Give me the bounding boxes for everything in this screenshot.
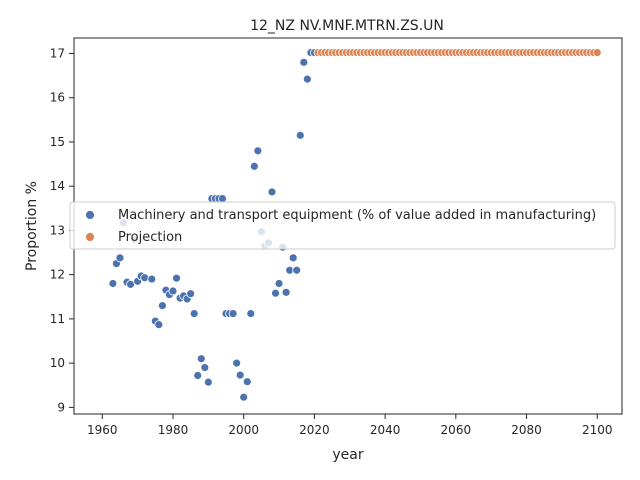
legend-box [69, 201, 616, 250]
data-point-historical [218, 194, 227, 203]
data-points [108, 48, 602, 402]
y-axis-label: Proportion % [24, 181, 40, 271]
y-axis: 9 10 11 12 13 14 15 16 17 [50, 46, 74, 414]
data-point-historical [288, 253, 298, 263]
legend-label-series-2: Projection [118, 230, 182, 245]
data-point-historical [154, 320, 164, 330]
x-tick-label: 2000 [228, 423, 259, 437]
x-tick-label: 2040 [370, 423, 401, 437]
data-point-historical [157, 301, 167, 311]
data-point-historical [168, 286, 178, 296]
data-point-historical [196, 354, 206, 364]
data-point-historical [281, 287, 291, 297]
data-point-projection [592, 48, 602, 57]
data-point-historical [253, 146, 263, 156]
y-tick-label: 12 [50, 268, 65, 282]
data-point-historical [172, 273, 181, 283]
data-point-historical [189, 309, 199, 318]
data-point-historical [246, 309, 256, 318]
data-point-historical [292, 265, 302, 275]
data-point-historical [242, 377, 252, 387]
y-tick-label: 10 [50, 356, 65, 370]
data-point-historical [193, 371, 203, 380]
data-point-historical [115, 253, 125, 263]
data-point-historical [271, 288, 280, 298]
data-point-historical [295, 130, 305, 140]
chart-title: 12_NZ NV.MNF.MTRN.ZS.UN [250, 18, 444, 34]
y-tick-label: 9 [57, 400, 65, 414]
x-tick-label: 2060 [441, 423, 472, 437]
data-point-historical [299, 57, 309, 67]
x-tick-label: 1960 [87, 423, 118, 437]
y-tick-label: 13 [50, 223, 65, 237]
data-point-historical [249, 161, 259, 171]
data-point-historical [302, 74, 312, 84]
legend-label-series-1: Machinery and transport equipment (% of … [118, 208, 596, 223]
x-axis-label: year [332, 447, 363, 463]
data-point-historical [147, 274, 157, 284]
x-tick-label: 2100 [582, 423, 613, 437]
data-point-historical [200, 363, 210, 372]
data-point-historical [239, 392, 249, 402]
data-point-historical [203, 377, 213, 387]
data-point-historical [140, 273, 150, 283]
y-tick-label: 16 [50, 91, 65, 105]
data-point-historical [274, 279, 284, 288]
data-point-historical [267, 187, 277, 197]
x-axis: 1960 1980 2000 2020 2040 2060 2080 2100 [87, 414, 613, 437]
data-point-historical [186, 289, 196, 299]
data-point-historical [232, 358, 242, 368]
data-point-historical [228, 309, 238, 318]
legend: Machinery and transport equipment (% of … [69, 201, 616, 250]
y-tick-label: 14 [50, 179, 65, 193]
x-tick-label: 2080 [511, 423, 542, 437]
legend-marker-series-1 [85, 210, 95, 220]
legend-marker-series-2 [85, 232, 95, 242]
x-tick-label: 1980 [158, 423, 189, 437]
data-point-historical [108, 279, 118, 288]
y-tick-label: 17 [50, 46, 65, 60]
x-tick-label: 2020 [299, 423, 330, 437]
y-tick-label: 15 [50, 135, 65, 149]
y-tick-label: 11 [50, 312, 65, 326]
data-point-historical [235, 370, 245, 380]
